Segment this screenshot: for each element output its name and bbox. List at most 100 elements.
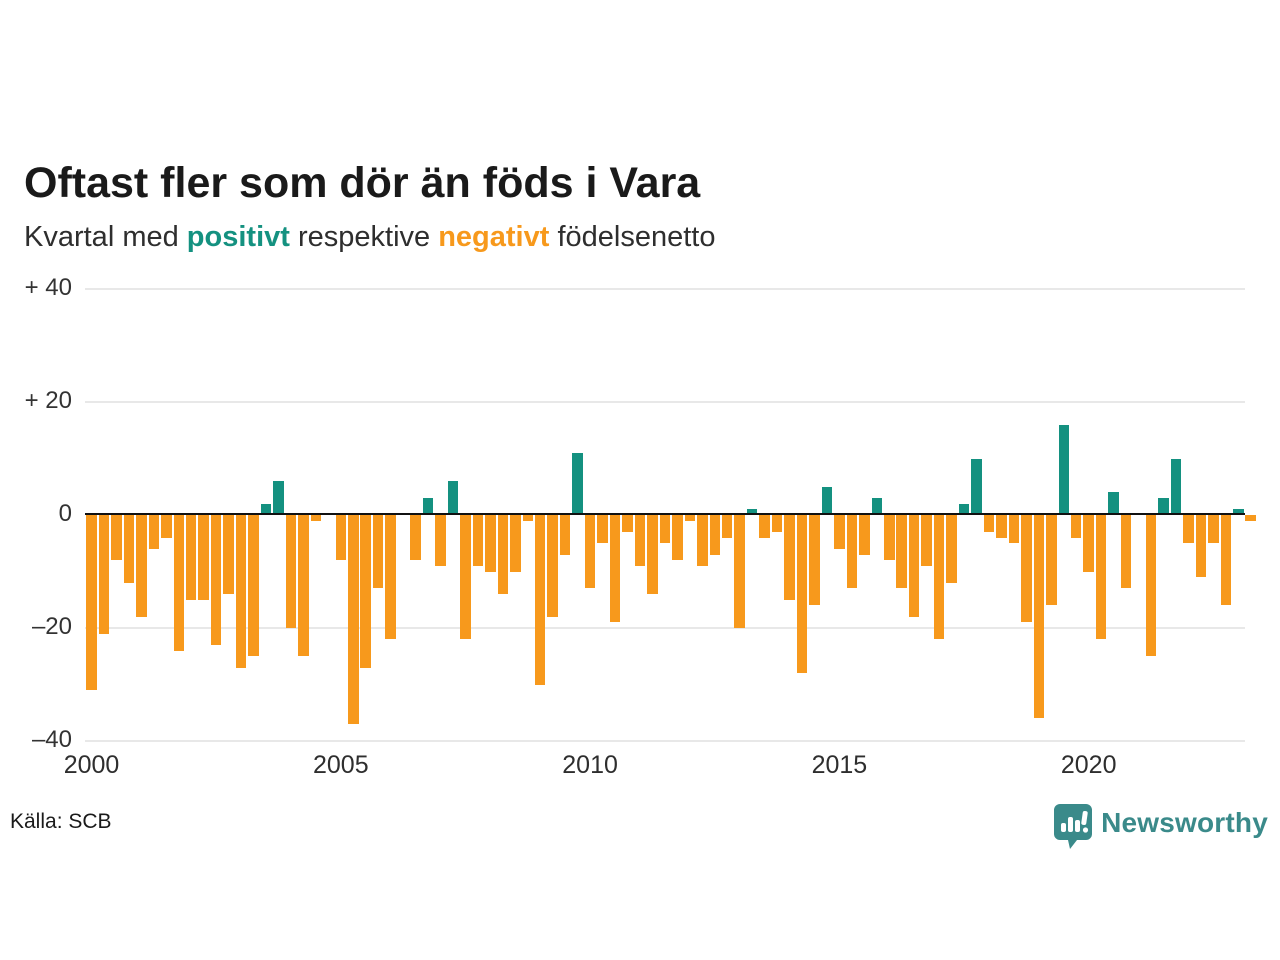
bar-negative — [285, 515, 297, 628]
bar-negative — [385, 515, 396, 640]
bar-negative — [659, 515, 671, 544]
bar-negative — [784, 515, 795, 600]
bar-positive — [821, 486, 833, 515]
subtitle-part: födelsenetto — [549, 221, 716, 253]
bar-negative — [510, 515, 521, 572]
bar-negative — [98, 515, 110, 634]
bar-negative — [996, 515, 1007, 538]
x-tick-label: 2005 — [312, 751, 369, 779]
bar-negative — [136, 515, 147, 617]
bar-negative — [622, 515, 633, 532]
bar-positive — [1058, 424, 1070, 515]
grid-line — [85, 401, 1245, 403]
bar-negative — [185, 515, 197, 600]
bar-negative — [235, 515, 247, 668]
grid-line — [85, 288, 1245, 290]
bar-positive — [871, 498, 883, 515]
bar-negative — [1145, 515, 1157, 657]
bar-negative — [859, 515, 870, 555]
bar-negative — [983, 515, 995, 532]
bar-negative — [485, 515, 496, 572]
bar-positive — [447, 481, 459, 515]
source-note: Källa: SCB — [10, 810, 112, 833]
bar-positive — [1170, 458, 1182, 515]
bar-negative — [198, 515, 209, 600]
bar-positive — [273, 481, 284, 515]
subtitle-part: negativt — [438, 221, 550, 253]
bar-negative — [1070, 515, 1082, 538]
bar-positive — [422, 498, 434, 515]
bar-negative — [1220, 515, 1232, 606]
bar-negative — [1208, 515, 1219, 544]
y-tick-label: 0 — [58, 500, 72, 527]
bar-negative — [534, 515, 546, 685]
bar-negative — [148, 515, 160, 549]
zero-line — [85, 513, 1245, 515]
newsworthy-logo: Newsworthy — [1053, 803, 1268, 849]
bar-negative — [360, 515, 371, 668]
bar-negative — [1195, 515, 1207, 578]
bar-negative — [796, 515, 808, 674]
bar-negative — [771, 515, 783, 532]
bar-negative — [1083, 515, 1094, 572]
bar-negative — [1120, 515, 1132, 589]
bar-negative — [584, 515, 596, 589]
bar-negative — [335, 515, 347, 561]
bar-negative — [734, 515, 745, 628]
bar-positive — [1108, 492, 1119, 515]
bar-negative — [123, 515, 135, 583]
subtitle-part: respektive — [289, 221, 439, 253]
bar-negative — [834, 515, 845, 549]
bar-negative — [223, 515, 234, 595]
bar-negative — [173, 515, 184, 651]
bar-negative — [759, 515, 770, 538]
bar-negative — [721, 515, 733, 538]
bar-negative — [697, 515, 708, 566]
bar-negative — [1183, 515, 1194, 544]
page-title: Oftast fler som dör än föds i Vara — [24, 158, 701, 207]
bar-negative — [1021, 515, 1032, 623]
x-tick-label: 2020 — [1060, 751, 1117, 779]
bar-negative — [460, 515, 471, 640]
bar-negative — [647, 515, 658, 595]
bar-negative — [933, 515, 945, 640]
bar-negative — [809, 515, 820, 606]
bar-negative — [946, 515, 957, 583]
bar-negative — [709, 515, 720, 555]
bar-positive — [1158, 498, 1169, 515]
bar-positive — [958, 503, 970, 515]
bar-negative — [908, 515, 920, 617]
bar-negative — [248, 515, 259, 657]
bar-negative — [298, 515, 309, 657]
x-tick-label: 2015 — [811, 751, 868, 779]
bar-negative — [1033, 515, 1045, 719]
bar-negative — [410, 515, 421, 561]
bar-negative — [497, 515, 509, 595]
bar-negative — [310, 515, 322, 521]
bar-negative — [609, 515, 621, 623]
bar-negative — [372, 515, 384, 589]
bar-negative — [547, 515, 558, 617]
bar-positive — [971, 458, 982, 515]
bar-negative — [86, 515, 97, 691]
bar-positive — [572, 452, 583, 515]
bar-negative — [597, 515, 608, 544]
y-tick-label: + 20 — [24, 387, 72, 414]
bar-negative — [472, 515, 484, 566]
bar-negative — [846, 515, 858, 589]
bar-negative — [672, 515, 683, 561]
bar-negative — [111, 515, 122, 561]
y-tick-label: + 40 — [24, 274, 72, 301]
newsworthy-logo-text: Newsworthy — [1101, 807, 1268, 838]
bar-negative — [921, 515, 932, 566]
subtitle-part: positivt — [186, 221, 290, 253]
grid-line — [85, 627, 1245, 629]
bar-negative — [896, 515, 907, 589]
bar-negative — [1008, 515, 1020, 544]
bar-negative — [210, 515, 222, 645]
y-tick-label: –20 — [31, 613, 72, 640]
bar-negative — [1046, 515, 1057, 606]
chart-subtitle: Kvartal med positivt respektive negativt… — [24, 221, 715, 254]
bar-negative — [884, 515, 895, 561]
